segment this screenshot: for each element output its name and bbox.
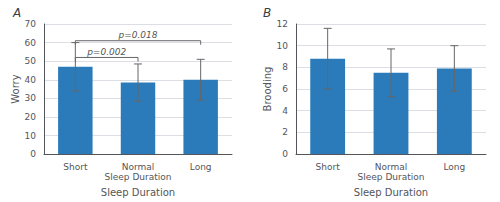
svg-text:Sleep Duration: Sleep Duration [105, 172, 172, 182]
svg-text:A: A [12, 6, 21, 20]
svg-text:40: 40 [25, 75, 37, 85]
svg-text:20: 20 [25, 112, 37, 122]
svg-text:0: 0 [282, 149, 288, 159]
svg-text:30: 30 [25, 93, 37, 103]
svg-text:Long: Long [443, 162, 465, 172]
svg-text:2: 2 [282, 127, 288, 137]
svg-text:0: 0 [30, 149, 36, 159]
svg-text:4: 4 [282, 106, 288, 116]
svg-text:10: 10 [25, 131, 37, 141]
svg-text:Short: Short [63, 162, 88, 172]
svg-text:6: 6 [282, 84, 288, 94]
svg-text:Sleep Duration: Sleep Duration [101, 187, 175, 198]
svg-text:Long: Long [190, 162, 212, 172]
svg-text:Worry: Worry [10, 74, 21, 103]
svg-text:Normal: Normal [375, 162, 408, 172]
svg-text:Brooding: Brooding [262, 67, 273, 112]
svg-text:70: 70 [25, 19, 37, 29]
svg-text:Normal: Normal [122, 162, 155, 172]
svg-text:Sleep Duration: Sleep Duration [354, 187, 428, 198]
svg-text:Sleep Duration: Sleep Duration [358, 172, 425, 182]
svg-text:p=0.002: p=0.002 [86, 47, 126, 57]
svg-text:B: B [263, 6, 271, 20]
svg-text:10: 10 [277, 41, 289, 51]
svg-text:60: 60 [25, 38, 37, 48]
svg-text:50: 50 [25, 56, 37, 66]
svg-text:8: 8 [282, 62, 288, 72]
svg-text:Short: Short [316, 162, 341, 172]
svg-text:p=0.018: p=0.018 [117, 30, 157, 40]
svg-text:12: 12 [277, 19, 288, 29]
